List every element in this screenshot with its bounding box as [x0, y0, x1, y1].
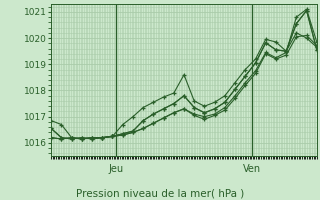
Text: Pression niveau de la mer( hPa ): Pression niveau de la mer( hPa ) — [76, 188, 244, 198]
Text: Ven: Ven — [243, 164, 261, 174]
Text: Jeu: Jeu — [109, 164, 124, 174]
